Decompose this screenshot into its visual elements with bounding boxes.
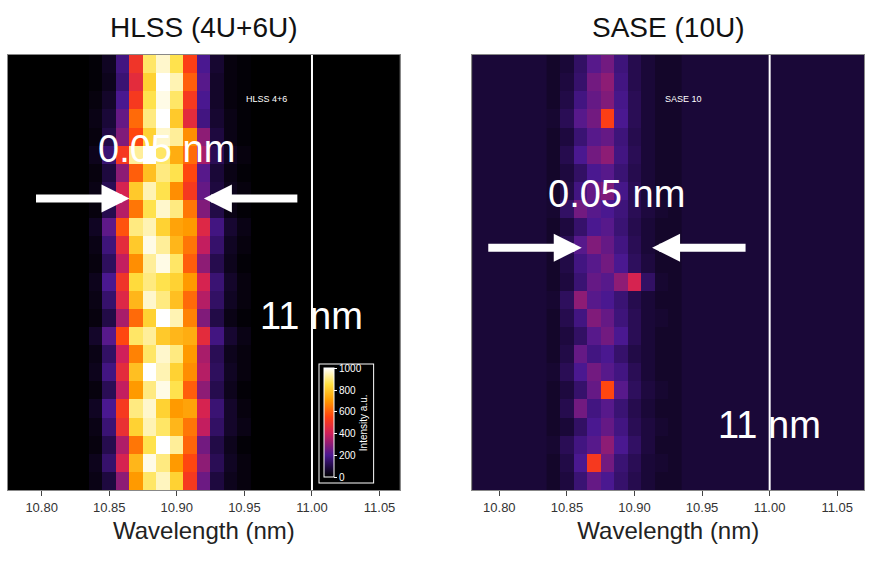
svg-text:11.00: 11.00 <box>754 500 786 515</box>
svg-text:10.90: 10.90 <box>161 500 194 515</box>
svg-text:11 nm: 11 nm <box>260 295 363 337</box>
svg-text:0: 0 <box>339 472 345 483</box>
svg-text:SASE (10U): SASE (10U) <box>592 12 745 43</box>
svg-text:10.90: 10.90 <box>618 500 651 515</box>
svg-text:11 nm: 11 nm <box>718 404 821 446</box>
svg-text:1000: 1000 <box>339 363 362 374</box>
svg-text:800: 800 <box>339 385 356 396</box>
svg-text:11.05: 11.05 <box>821 500 853 515</box>
svg-text:HLSS (4U+6U): HLSS (4U+6U) <box>110 12 298 43</box>
svg-text:10.85: 10.85 <box>93 500 126 515</box>
svg-text:600: 600 <box>339 406 356 417</box>
svg-text:10.85: 10.85 <box>551 500 584 515</box>
svg-text:0.05 nm: 0.05 nm <box>98 128 235 170</box>
svg-text:Wavelength (nm): Wavelength (nm) <box>577 517 759 544</box>
svg-text:Wavelength (nm): Wavelength (nm) <box>113 517 295 544</box>
svg-text:11.05: 11.05 <box>364 500 396 515</box>
svg-text:Intensity a.u.: Intensity a.u. <box>358 394 369 451</box>
svg-text:200: 200 <box>339 450 356 461</box>
svg-text:11.00: 11.00 <box>296 500 328 515</box>
svg-text:10.95: 10.95 <box>686 500 719 515</box>
svg-text:0.05 nm: 0.05 nm <box>548 173 685 215</box>
svg-text:SASE 10: SASE 10 <box>665 94 702 104</box>
svg-text:10.95: 10.95 <box>228 500 261 515</box>
svg-text:400: 400 <box>339 428 356 439</box>
svg-text:HLSS 4+6: HLSS 4+6 <box>246 94 287 104</box>
svg-text:10.80: 10.80 <box>483 500 516 515</box>
svg-text:10.80: 10.80 <box>25 500 58 515</box>
